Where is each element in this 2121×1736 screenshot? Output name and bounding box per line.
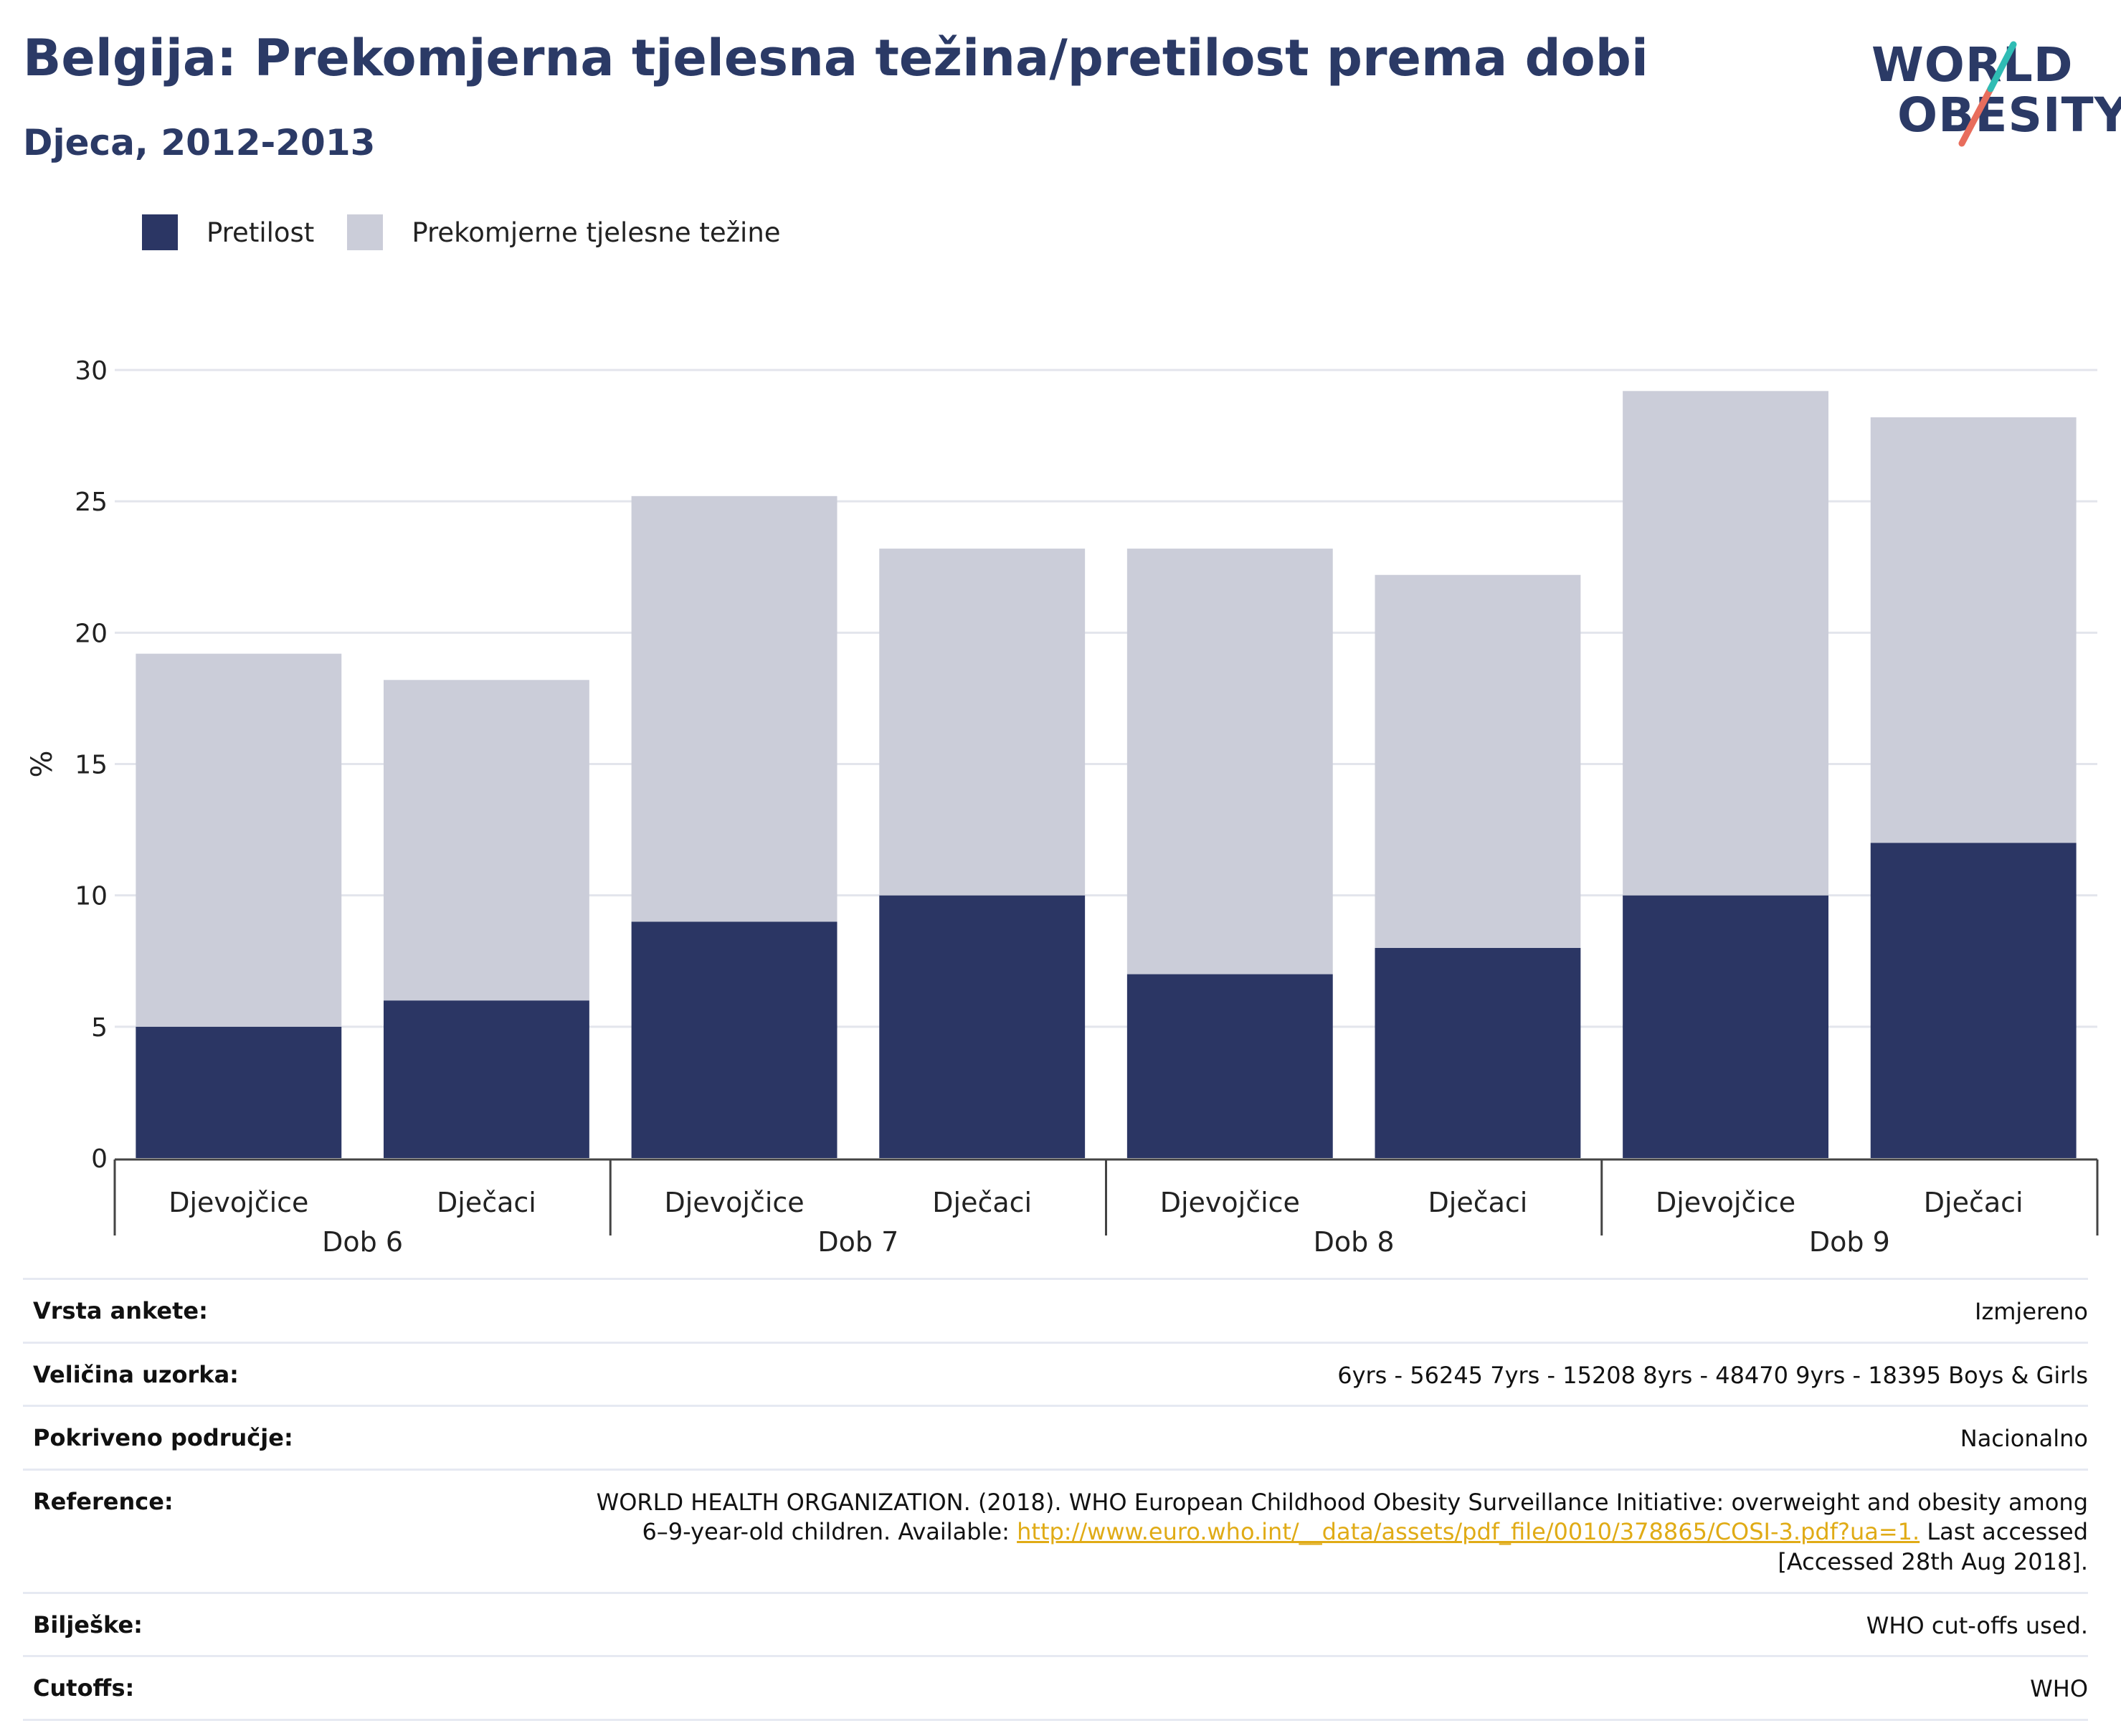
meta-row-reference: Reference: WORLD HEALTH ORGANIZATION. (2… (23, 1468, 2088, 1592)
bar-overweight (1870, 417, 2077, 843)
x-tick-label: Djevojčice (664, 1187, 804, 1218)
chart-subtitle: Djeca, 2012-2013 (23, 122, 376, 163)
bar-obesity (136, 1026, 342, 1158)
bar-obesity (1870, 843, 2077, 1158)
reference-accessed: Last accessed [Accessed 28th Aug 2018]. (1778, 1518, 2088, 1575)
y-axis-label: % (26, 750, 59, 777)
meta-row-notes: Bilješke: WHO cut-offs used. (23, 1591, 2088, 1656)
x-tick-label: Dječaci (932, 1187, 1032, 1218)
bar-overweight (1126, 549, 1333, 974)
meta-label: Vrsta ankete: (33, 1297, 208, 1324)
y-tick-label: 30 (75, 356, 108, 386)
meta-value: WHO cut-offs used. (1866, 1611, 2088, 1639)
bar-overweight (136, 653, 342, 1027)
bar-overweight (1375, 574, 1581, 948)
legend-item-obesity[interactable]: Pretilost (142, 214, 314, 250)
bar-overweight (879, 549, 1086, 896)
meta-row-coverage: Pokriveno područje: Nacionalno (23, 1405, 2088, 1469)
bar-obesity (1623, 895, 1828, 1158)
y-tick-label: 10 (75, 882, 108, 911)
meta-label: Reference: (33, 1487, 174, 1515)
meta-label: Bilješke: (33, 1611, 143, 1638)
bar-chart: 0 5 10 15 20 25 30% Djevojčice Dječaci Djevojčice… (26, 356, 2099, 1258)
group-label: Dob 8 (1314, 1226, 1395, 1258)
meta-label: Cutoffs: (33, 1674, 135, 1702)
survey-metadata-table: Vrsta ankete: Izmjereno Veličina uzorka:… (23, 1278, 2088, 1721)
meta-row-cutoffs: Cutoffs: WHO (23, 1655, 2088, 1721)
logo-slash-icon (1958, 41, 2017, 147)
legend-swatch-obesity (142, 214, 178, 250)
meta-row-survey-type: Vrsta ankete: Izmjereno (23, 1278, 2088, 1342)
group-label: Dob 7 (817, 1226, 898, 1258)
y-tick-label: 15 (75, 751, 108, 780)
bar-obesity (879, 895, 1086, 1158)
logo-line-2: OBESITY (1897, 87, 2121, 143)
meta-row-sample-size: Veličina uzorka: 6yrs - 56245 7yrs - 152… (23, 1341, 2088, 1405)
meta-value: Izmjereno (1975, 1298, 2088, 1325)
x-tick-label: Djevojčice (1656, 1187, 1795, 1218)
meta-value: WHO (2030, 1675, 2088, 1703)
meta-label: Veličina uzorka: (33, 1360, 239, 1388)
x-tick-label: Dječaci (437, 1187, 536, 1218)
bar-obesity (1126, 974, 1333, 1158)
reference-text: WORLD HEALTH ORGANIZATION. (2018). WHO E… (596, 1488, 2088, 1546)
bar-overweight (631, 495, 838, 922)
meta-value: Nacionalno (1960, 1425, 2088, 1453)
x-tick-label: Djevojčice (1160, 1187, 1300, 1218)
logo-line-1: WORLD (1871, 37, 2074, 93)
bar-obesity (384, 1000, 589, 1158)
group-label: Dob 6 (322, 1226, 403, 1258)
x-tick-label: Dječaci (1924, 1187, 2023, 1218)
y-tick-label: 25 (75, 488, 108, 517)
bar-obesity (1375, 947, 1581, 1158)
chart-title: Belgija: Prekomjerna tjelesna težina/pre… (23, 29, 1648, 87)
legend-swatch-overweight (347, 214, 384, 250)
bar-overweight (384, 680, 589, 1001)
x-tick-label: Dječaci (1428, 1187, 1528, 1218)
meta-value: WORLD HEALTH ORGANIZATION. (2018). WHO E… (568, 1488, 2088, 1578)
group-label: Dob 9 (1809, 1226, 1890, 1258)
legend-item-overweight[interactable]: Prekomjerne tjelesne težine (347, 214, 781, 250)
chart-legend: Pretilost Prekomjerne tjelesne težine (142, 212, 814, 252)
x-tick-label: Djevojčice (169, 1187, 308, 1218)
meta-value: 6yrs - 56245 7yrs - 15208 8yrs - 48470 9… (1337, 1361, 2088, 1389)
legend-label-overweight: Prekomjerne tjelesne težine (412, 217, 781, 248)
y-tick-label: 20 (75, 619, 108, 648)
meta-label: Pokriveno područje: (33, 1424, 293, 1452)
y-tick-label: 5 (91, 1013, 108, 1043)
y-tick-label: 0 (91, 1144, 108, 1174)
reference-link[interactable]: http://www.euro.who.int/__data/assets/pd… (1017, 1518, 1920, 1546)
world-obesity-logo: WORLD OBESITY (1871, 34, 2121, 149)
legend-label-obesity: Pretilost (207, 217, 315, 248)
bar-overweight (1623, 391, 1828, 896)
bar-obesity (631, 921, 838, 1158)
